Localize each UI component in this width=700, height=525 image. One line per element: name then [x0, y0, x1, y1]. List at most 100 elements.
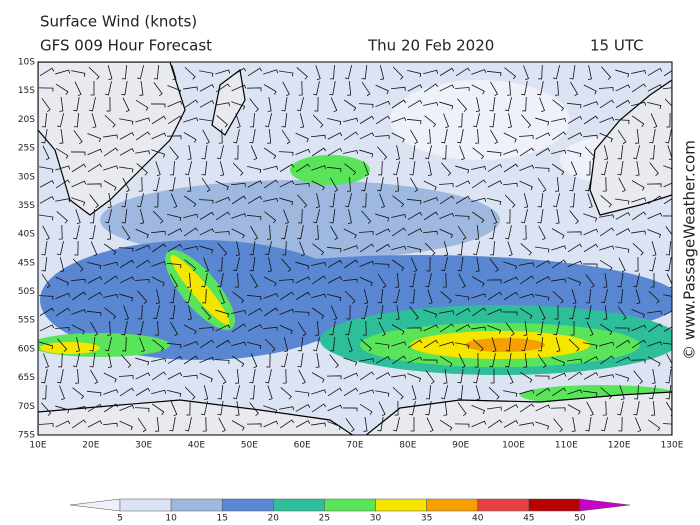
wind-barb: [57, 369, 64, 384]
wind-barb: [106, 96, 111, 112]
wind-barb: [567, 132, 583, 140]
wind-barb: [600, 387, 612, 400]
wind-barb: [630, 359, 646, 364]
wind-barb: [135, 244, 151, 251]
wind-barb: [217, 273, 224, 288]
wind-barb: [311, 403, 327, 413]
wind-barb: [439, 310, 454, 315]
wind-barb: [617, 144, 624, 160]
wind-barb: [455, 294, 470, 301]
wind-barb: [327, 276, 343, 284]
wind-barb: [535, 294, 550, 301]
wind-barb: [311, 372, 325, 383]
wind-barb: [634, 384, 639, 400]
wind-barb: [73, 225, 80, 240]
wind-barb: [103, 134, 118, 139]
wind-barb: [87, 420, 103, 428]
wind-barb: [457, 384, 464, 400]
wind-barb: [90, 241, 98, 257]
wind-barb: [375, 115, 391, 125]
wind-barb: [663, 342, 672, 345]
wind-barb: [231, 101, 246, 110]
wind-barb: [249, 112, 255, 128]
wind-barb: [359, 389, 375, 395]
wind-barb: [249, 241, 256, 256]
wind-barb: [281, 225, 288, 240]
wind-barb: [135, 228, 149, 239]
lat-label: 45S: [18, 258, 35, 268]
wind-barb: [217, 401, 224, 416]
wind-barb: [263, 165, 279, 171]
wind-barb: [395, 305, 400, 320]
wind-barb: [217, 369, 227, 385]
wind-barb: [89, 225, 96, 240]
wind-barb: [119, 404, 135, 411]
wind-barb: [72, 258, 84, 272]
wind-barb: [599, 227, 615, 237]
wind-barb: [426, 256, 431, 272]
wind-barb: [489, 97, 496, 112]
wind-barb: [634, 256, 639, 272]
wind-barb: [472, 338, 484, 352]
wind-barb: [554, 80, 559, 96]
wind-barb: [587, 65, 592, 80]
wind-barb: [520, 337, 528, 352]
wind-barb: [520, 243, 532, 256]
legend-label: 40: [472, 514, 484, 524]
wind-barb: [139, 209, 145, 225]
wind-barb: [553, 418, 563, 432]
wind-barb: [123, 305, 130, 321]
wind-barb: [585, 417, 592, 432]
wind-barb: [551, 131, 567, 141]
wind-barb: [230, 182, 246, 187]
wind-barb: [279, 291, 295, 301]
wind-barb: [665, 240, 672, 256]
legend-arrow: [69, 498, 121, 512]
wind-barb: [487, 325, 502, 334]
wind-barb: [42, 145, 50, 161]
wind-barb: [361, 177, 368, 192]
wind-barb: [329, 64, 335, 80]
wind-barb: [491, 337, 497, 353]
legend-label: 30: [370, 514, 382, 524]
wind-barb: [231, 420, 245, 431]
wind-barb: [264, 241, 272, 256]
lat-label: 70S: [18, 402, 35, 412]
wind-barb: [583, 101, 599, 107]
wind-barb: [425, 273, 432, 288]
wind-barb: [599, 259, 613, 271]
wind-barb: [474, 352, 479, 368]
wind-barb: [392, 66, 404, 80]
wind-barb: [489, 353, 496, 368]
wind-barb: [312, 337, 320, 352]
wind-barb: [247, 307, 263, 316]
wind-barb: [471, 405, 486, 415]
wind-barb: [359, 149, 374, 158]
wind-barb: [135, 372, 151, 380]
wind-barb: [105, 81, 112, 96]
wind-barb: [215, 196, 231, 203]
wind-barb: [39, 324, 55, 332]
wind-barb: [70, 151, 86, 156]
wind-barb: [216, 115, 228, 128]
wind-barb: [137, 321, 144, 336]
wind-barb: [361, 210, 372, 224]
wind-barb: [330, 305, 338, 321]
wind-barb: [119, 259, 135, 268]
wind-barb: [215, 180, 229, 191]
wind-barb: [167, 243, 183, 252]
wind-barb: [121, 354, 132, 368]
wind-barb: [457, 129, 464, 144]
wind-barb: [218, 256, 223, 272]
wind-barb: [70, 278, 86, 283]
wind-barb: [167, 115, 183, 125]
wind-barb: [569, 192, 575, 208]
wind-barb: [423, 309, 438, 318]
wind-barb: [487, 163, 503, 172]
wind-barb: [472, 113, 480, 128]
lat-label: 25S: [18, 144, 35, 154]
wind-barb: [438, 183, 454, 188]
wind-barb: [599, 99, 615, 109]
wind-barb: [199, 100, 215, 108]
wind-barb: [409, 288, 415, 304]
